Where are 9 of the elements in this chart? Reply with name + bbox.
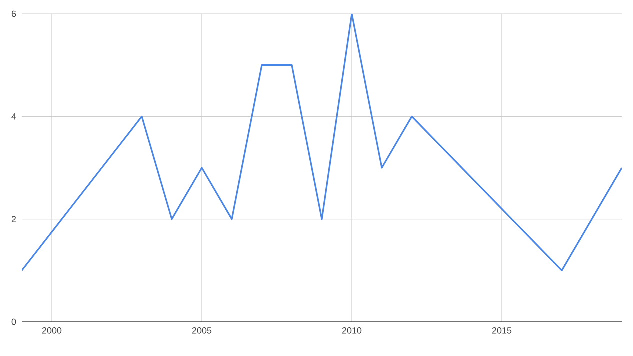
line-series	[22, 14, 622, 272]
y-tick-label: 2	[12, 216, 16, 222]
x-tick-label: 2010	[342, 328, 362, 334]
y-tick-label: 4	[12, 114, 16, 120]
x-tick-label: 2005	[192, 328, 212, 334]
y-tick-label: 6	[12, 10, 16, 18]
x-tick-label: 2015	[492, 328, 512, 334]
x-tick-label: 2000	[42, 328, 62, 334]
y-tick-label: 0	[12, 318, 16, 326]
